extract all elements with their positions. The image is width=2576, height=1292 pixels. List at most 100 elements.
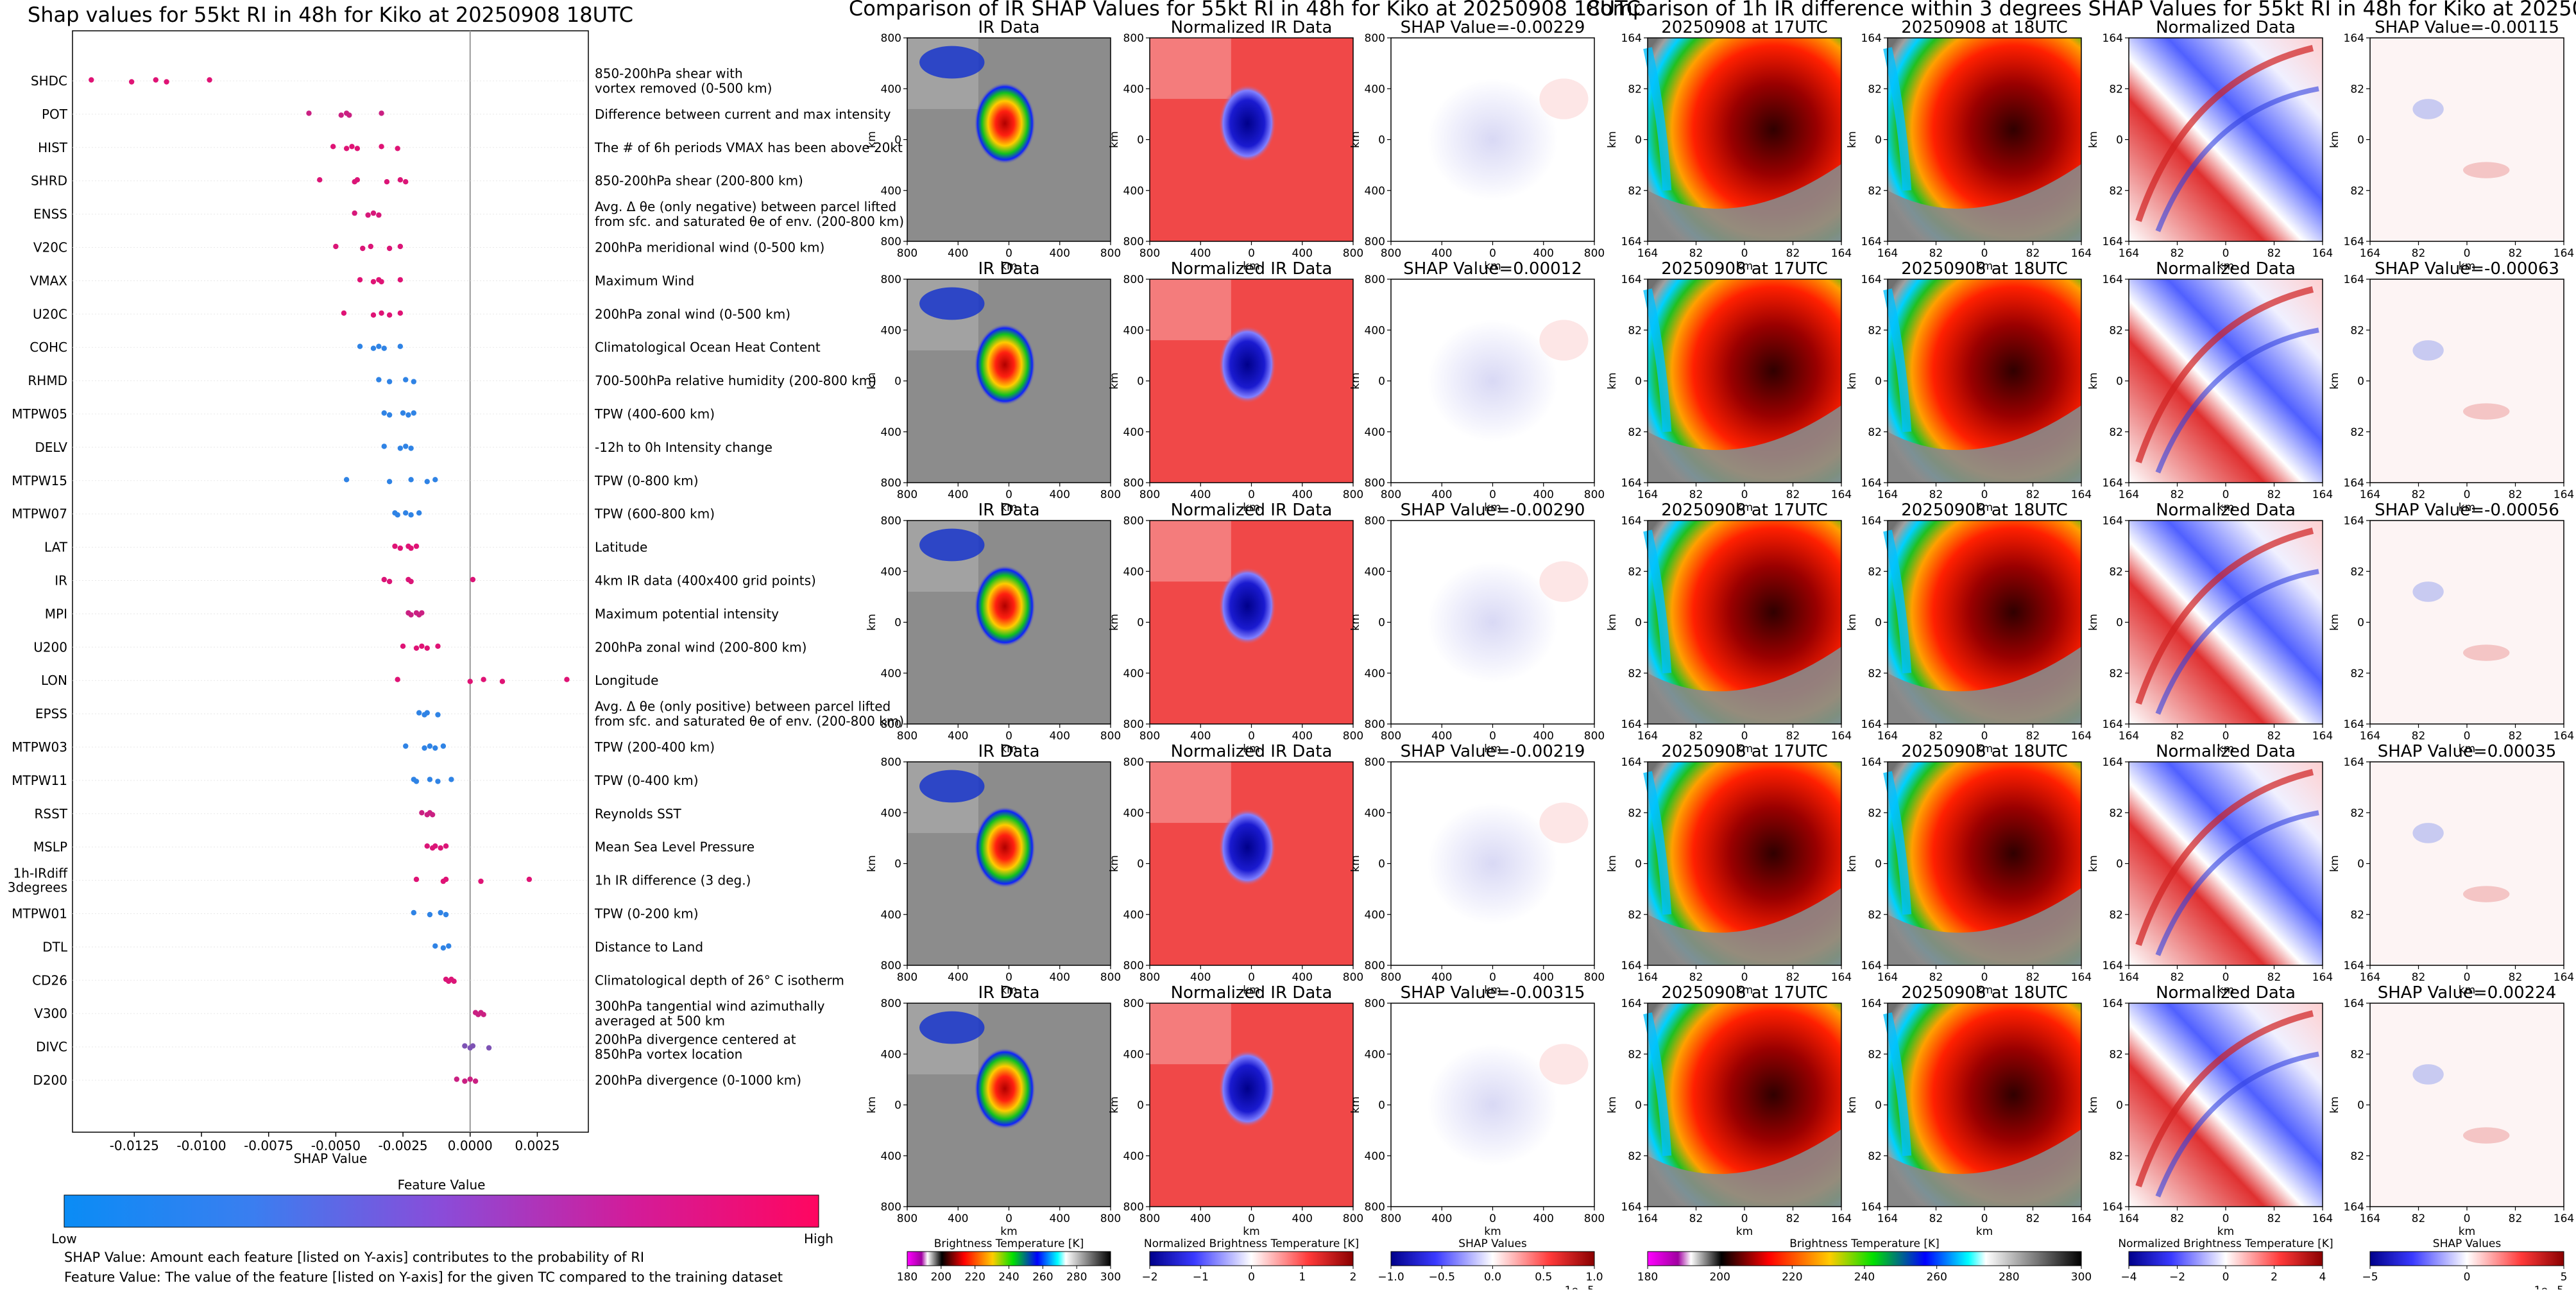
normalized-light-patch: [1150, 279, 1231, 341]
y-tick-label: 0: [1137, 858, 1144, 871]
colorbar: [2128, 1251, 2323, 1266]
feature-description: vortex removed (0-500 km): [595, 81, 772, 96]
y-tick-label: 800: [1123, 718, 1144, 731]
shap-positive-spot: [2462, 1127, 2510, 1144]
shap-point: [470, 576, 476, 583]
y-tick-label: 164: [2344, 1201, 2364, 1214]
y-tick-label: 800: [881, 718, 901, 731]
x-tick-label: 0: [1248, 730, 1255, 743]
y-tick-label: 800: [1365, 1201, 1385, 1214]
x-tick-label: 82: [1689, 971, 1703, 984]
y-axis-label: km: [2328, 372, 2341, 389]
feature-description: TPW (400-600 km): [594, 406, 715, 422]
shap-point: [352, 210, 357, 216]
y-tick-label: 164: [2103, 718, 2123, 731]
footnote-feature: Feature Value: The value of the feature …: [64, 1270, 783, 1285]
clear-sky-region: [1888, 888, 2081, 965]
shap-diff-map-image: [2370, 38, 2564, 241]
x-axis-label: km: [1000, 984, 1017, 997]
feature-label: IR: [55, 573, 67, 589]
x-axis-label: km: [1736, 260, 1753, 273]
y-tick-label: 164: [2344, 477, 2364, 490]
shap-point: [403, 179, 409, 185]
shap-point: [416, 510, 422, 516]
feature-description: Climatological depth of 26° C isotherm: [595, 972, 844, 988]
normalized-diff-image: [2129, 38, 2323, 241]
x-tick-label: -0.0050: [311, 1138, 361, 1153]
colorbar-tick-label: −4: [2120, 1271, 2137, 1284]
x-tick-label: 82: [1929, 730, 1943, 743]
feature-description: Latitude: [595, 540, 647, 555]
x-tick-label: 82: [2412, 1212, 2426, 1225]
x-tick-label: 0: [1005, 971, 1012, 984]
y-tick-label: 400: [1123, 185, 1144, 198]
footnote-shap: SHAP Value: Amount each feature [listed …: [64, 1250, 644, 1265]
y-tick-label: 800: [881, 960, 901, 972]
x-tick-label: 82: [2509, 247, 2523, 260]
shap-point: [454, 1076, 460, 1082]
normalized-diff-image: [2129, 279, 2323, 483]
x-tick-label: 400: [1190, 971, 1211, 984]
y-tick-label: 164: [2344, 273, 2364, 286]
shap-point: [424, 645, 430, 651]
x-tick-label: 800: [1100, 488, 1121, 501]
y-tick-label: 82: [2350, 909, 2364, 922]
shap-point: [440, 743, 447, 749]
y-tick-label: 800: [1123, 1201, 1144, 1214]
normalized-light-patch: [1150, 38, 1231, 99]
colorbar-tick-label: 220: [964, 1271, 985, 1284]
y-tick-label: 0: [894, 1099, 901, 1112]
x-tick-label: 82: [1929, 971, 1943, 984]
x-tick-label: 164: [2554, 488, 2574, 501]
shap-point: [379, 110, 384, 116]
shap-point: [451, 978, 457, 985]
x-tick-label: 82: [1786, 971, 1800, 984]
y-tick-label: 400: [1123, 83, 1144, 96]
y-tick-label: 82: [2350, 1048, 2364, 1061]
shap-summary-panel: Shap values for 55kt RI in 48h for Kiko …: [8, 3, 904, 1285]
feature-description: Difference between current and max inten…: [595, 107, 891, 122]
y-tick-label: 400: [1123, 668, 1144, 680]
feature-label: 3degrees: [8, 880, 67, 895]
subplot-title: SHAP Value=-0.00229: [1401, 18, 1585, 37]
x-tick-label: 0: [2464, 247, 2471, 260]
shap-point: [343, 146, 350, 151]
colorbar-tick-label: 5: [2561, 1271, 2568, 1284]
colorbar: [1647, 1251, 2082, 1266]
feature-label: HIST: [38, 140, 68, 155]
x-tick-label: 82: [2412, 247, 2426, 260]
y-tick-label: 164: [1861, 515, 1882, 528]
y-tick-label: 0: [894, 617, 901, 630]
y-tick-label: 0: [2357, 375, 2364, 388]
clear-sky-region: [1888, 405, 2081, 483]
y-tick-label: 0: [1378, 375, 1385, 388]
y-axis-label: km: [866, 855, 878, 872]
x-axis-label: km: [1484, 501, 1501, 514]
x-tick-label: 82: [1929, 488, 1943, 501]
x-tick-label: 164: [1637, 730, 1658, 743]
normalized-storm: [1218, 325, 1276, 404]
colorbar-tick-label: −2: [2169, 1271, 2185, 1284]
x-axis-label: km: [2459, 984, 2475, 997]
shap-point: [368, 243, 374, 250]
y-tick-label: 0: [894, 134, 901, 147]
y-tick-label: 82: [1868, 668, 1882, 680]
feature-label: V20C: [33, 240, 67, 255]
feature-description: 850-200hPa shear with: [595, 66, 743, 82]
shap-point: [424, 843, 430, 849]
x-tick-label: 82: [2267, 971, 2282, 984]
x-tick-label: 0: [1741, 1212, 1748, 1225]
shap-point: [395, 512, 400, 518]
x-tick-label: 0: [1981, 730, 1988, 743]
y-tick-label: 0: [1137, 134, 1144, 147]
y-tick-label: 400: [881, 807, 901, 820]
feature-description: Longitude: [595, 673, 658, 688]
x-tick-label: 800: [1139, 971, 1160, 984]
shap-point: [432, 477, 438, 483]
shap-faint-region: [1428, 78, 1558, 201]
y-tick-label: 0: [2116, 375, 2123, 388]
shap-point: [422, 745, 427, 751]
shap-point: [413, 645, 420, 651]
y-tick-label: 82: [2109, 324, 2123, 337]
normalized-light-patch: [1150, 762, 1231, 823]
